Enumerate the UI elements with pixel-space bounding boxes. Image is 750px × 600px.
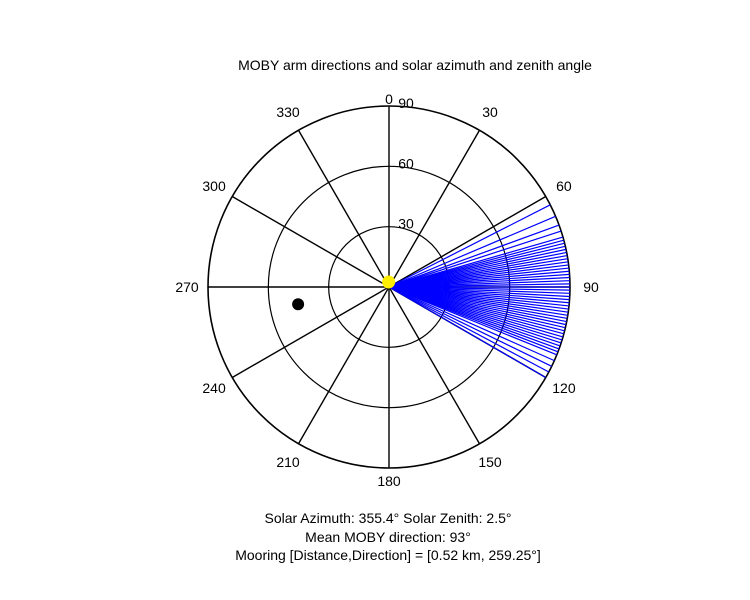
angle-tick-210: 210	[276, 454, 300, 470]
angle-tick-60: 60	[556, 178, 572, 194]
chart-title: MOBY arm directions and solar azimuth an…	[238, 57, 592, 73]
caption-solar: Solar Azimuth: 355.4° Solar Zenith: 2.5°	[264, 510, 512, 526]
tick-labels: 0 30 60 90 120 150 180 210 240 270 300 330 30 60 90	[175, 91, 599, 489]
angle-tick-180: 180	[377, 473, 401, 489]
radial-tick-60: 60	[398, 155, 414, 171]
moby-arm-lines	[388, 204, 570, 379]
angle-tick-300: 300	[202, 178, 226, 194]
angle-tick-330: 330	[276, 104, 300, 120]
angle-tick-0: 0	[385, 91, 393, 107]
sun-point	[382, 275, 396, 289]
arm-line-46	[388, 286, 547, 379]
arm-line-3	[388, 230, 562, 288]
arm-line-0	[388, 204, 551, 288]
angle-tick-30: 30	[482, 104, 498, 120]
arm-line-43	[388, 286, 555, 362]
angle-tick-120: 120	[552, 380, 576, 396]
angle-tick-270: 270	[175, 279, 199, 295]
arm-line-2	[388, 224, 560, 288]
arm-line-45	[388, 286, 550, 373]
point-marks	[292, 275, 396, 311]
radial-tick-30: 30	[398, 216, 414, 232]
angle-tick-240: 240	[202, 380, 226, 396]
angle-tick-90: 90	[583, 279, 599, 295]
caption-mean-direction: Mean MOBY direction: 93°	[305, 529, 471, 545]
radial-tick-90: 90	[398, 95, 414, 111]
arm-line-1	[388, 215, 556, 288]
arm-line-44	[388, 286, 552, 367]
mooring-point	[292, 298, 305, 311]
caption-mooring: Mooring [Distance,Direction] = [0.52 km,…	[235, 547, 541, 563]
arm-line-42	[388, 286, 558, 356]
angle-tick-150: 150	[478, 454, 502, 470]
